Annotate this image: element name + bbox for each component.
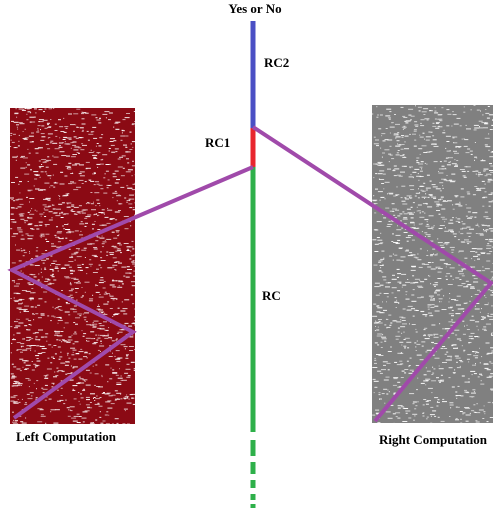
- right-block-texture: [372, 105, 493, 423]
- left-computation-block: [10, 108, 135, 424]
- rc2-label: RC2: [264, 55, 289, 70]
- top-label: Yes or No: [228, 1, 281, 16]
- left-block-texture: [10, 108, 135, 424]
- rc-label: RC: [262, 288, 281, 303]
- left-computation-label: Left Computation: [16, 429, 117, 444]
- right-computation-label: Right Computation: [379, 432, 488, 447]
- right-computation-path: [251, 125, 493, 423]
- right-computation-block: [372, 105, 493, 423]
- rc1-label: RC1: [205, 135, 230, 150]
- left-computation-path: [7, 165, 254, 420]
